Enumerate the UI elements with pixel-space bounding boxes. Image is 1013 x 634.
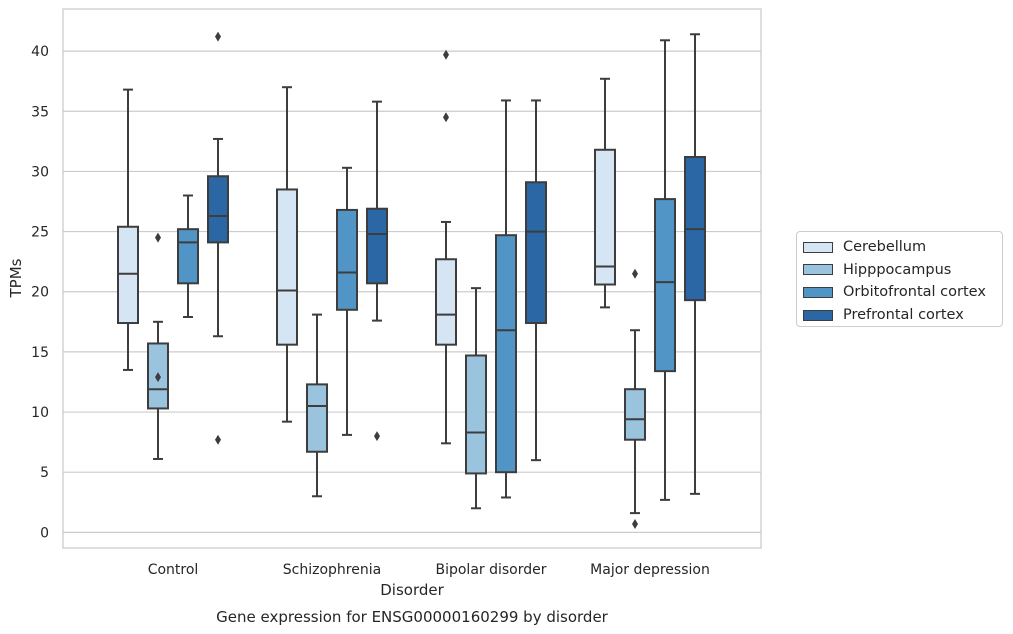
outlier-point	[215, 31, 221, 42]
box-hipppocampus-3	[624, 268, 646, 529]
box-iqr	[117, 225, 139, 325]
x-tick-label: Schizophrenia	[283, 562, 381, 578]
outlier-point	[374, 431, 380, 442]
box-orbitofrontal-cortex-0	[177, 194, 199, 318]
box-iqr	[207, 175, 229, 244]
outlier-point	[443, 49, 449, 60]
box-prefrontal-cortex-3	[684, 33, 706, 495]
box-iqr	[594, 148, 616, 286]
legend-label: Cerebellum	[843, 239, 927, 256]
x-axis-label: Disorder	[380, 581, 444, 599]
box-orbitofrontal-cortex-1	[336, 166, 358, 436]
box-cerebellum-2	[435, 49, 457, 445]
plot-area-frame	[62, 8, 762, 549]
box-orbitofrontal-cortex-2	[495, 99, 517, 499]
y-tick-label: 15	[31, 345, 49, 361]
box-hipppocampus-0	[147, 232, 169, 460]
x-axis-ticks: Control Schizophrenia Bipolar disorder Majo…	[148, 562, 710, 578]
x-tick-label: Major depression	[590, 562, 710, 578]
legend-swatch-orbitofrontal-cortex	[803, 286, 833, 298]
box-prefrontal-cortex-0	[207, 31, 229, 445]
box-iqr	[654, 198, 676, 373]
box-iqr	[465, 354, 487, 475]
y-tick-label: 0	[40, 525, 49, 541]
outlier-point	[443, 112, 449, 123]
legend-label: Orbitofrontal cortex	[843, 284, 986, 301]
y-tick-label: 5	[40, 465, 49, 481]
legend: Cerebellum Hipppocampus Orbitofrontal co…	[796, 231, 1003, 327]
y-tick-label: 25	[31, 225, 49, 241]
y-tick-label: 30	[31, 164, 49, 180]
box-cerebellum-1	[276, 86, 298, 423]
box-iqr	[306, 383, 328, 453]
box-hipppocampus-1	[306, 313, 328, 498]
box-iqr	[525, 181, 547, 325]
box-prefrontal-cortex-2	[525, 99, 547, 462]
x-tick-label: Bipolar disorder	[435, 562, 546, 578]
y-tick-label: 35	[31, 104, 49, 120]
outlier-point	[632, 518, 638, 529]
legend-swatch-cerebellum	[803, 241, 833, 253]
box-iqr	[495, 234, 517, 474]
legend-label: Prefrontal cortex	[843, 307, 964, 324]
legend-swatch-hippocampus	[803, 264, 833, 276]
y-tick-label: 10	[31, 405, 49, 421]
x-tick-label: Control	[148, 562, 199, 578]
outlier-point	[155, 232, 161, 243]
box-hipppocampus-2	[465, 287, 487, 510]
box-iqr	[366, 207, 388, 285]
y-axis-label: TPMs	[7, 258, 25, 298]
box-cerebellum-0	[117, 88, 139, 371]
chart-caption: Gene expression for ENSG00000160299 by d…	[216, 608, 609, 626]
y-tick-label: 40	[31, 44, 49, 60]
outlier-point	[215, 434, 221, 445]
outlier-point	[155, 372, 161, 383]
boxes	[117, 31, 706, 529]
box-iqr	[336, 208, 358, 311]
legend-item-prefrontal-cortex: Prefrontal cortex	[803, 304, 1002, 327]
box-orbitofrontal-cortex-3	[654, 39, 676, 501]
legend-swatch-prefrontal-cortex	[803, 309, 833, 321]
legend-label: Hipppocampus	[843, 261, 952, 278]
box-iqr	[624, 388, 646, 441]
box-prefrontal-cortex-1	[366, 100, 388, 442]
y-tick-label: 20	[31, 285, 49, 301]
legend-item-hippocampus: Hipppocampus	[803, 259, 1002, 282]
legend-item-orbitofrontal-cortex: Orbitofrontal cortex	[803, 281, 1002, 304]
box-cerebellum-3	[594, 77, 616, 309]
box-iqr	[435, 258, 457, 346]
box-iqr	[177, 228, 199, 285]
legend-item-cerebellum: Cerebellum	[803, 236, 1002, 259]
box-iqr	[276, 188, 298, 346]
y-axis-ticks: 0 5 10 15 20 25 30 35 40	[31, 44, 49, 541]
outlier-point	[632, 268, 638, 279]
